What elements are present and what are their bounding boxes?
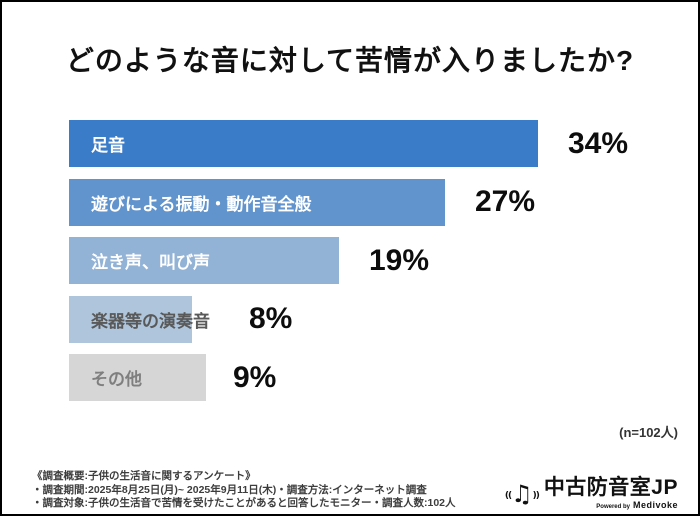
bar-category-label: 泣き声、叫び声: [91, 253, 210, 272]
survey-notes: 《調査概要:子供の生活音に関するアンケート》 ・調査期間:2025年8月25日(…: [32, 470, 456, 511]
bar: 遊びによる振動・動作音全般: [69, 178, 445, 226]
bar-row: その他 9%: [69, 354, 276, 401]
bar: 泣き声、叫び声: [69, 237, 339, 284]
bar: 足音: [69, 120, 538, 167]
bar-value-label: 9%: [233, 360, 277, 394]
sample-size-note: (n=102人): [619, 425, 678, 440]
brand-logo: ((♫)) 中古防音室JP Powered by Medivoke: [505, 477, 678, 510]
powered-by-line: Powered by Medivoke: [596, 500, 678, 510]
bar-category-label: その他: [91, 370, 142, 389]
music-note-icon: ((♫)): [504, 479, 540, 508]
bar-row: 足音 34%: [69, 120, 628, 167]
survey-note-overview: 《調査概要:子供の生活音に関するアンケート》: [32, 470, 256, 482]
bar-value-label: 34%: [568, 126, 629, 160]
brand-logo-text: 中古防音室JP Powered by Medivoke: [544, 477, 678, 510]
powered-by-label: Powered by: [596, 504, 630, 510]
bar-row: 楽器等の演奏音 8%: [69, 295, 293, 343]
bar-value-label: 27%: [475, 185, 536, 218]
bar: 楽器等の演奏音: [69, 295, 210, 343]
chart-title: どのような音に対して苦情が入りましたか?: [65, 44, 635, 76]
bar-chart: 足音 34% 遊びによる振動・動作音全般 27% 泣き声、叫び声 19% 楽器等の演奏音 8%…: [69, 120, 698, 412]
brand-name: 中古防音室JP: [543, 476, 678, 499]
bar-category-label: 足音: [91, 136, 125, 155]
bar: その他: [69, 354, 206, 401]
bar-row: 泣き声、叫び声 19%: [69, 237, 429, 284]
bar-value-label: 19%: [369, 243, 430, 277]
survey-note-target-count: ・調査対象:子供の生活音で苦情を受けたことがあると回答したモニター・調査人数:1…: [32, 497, 456, 509]
bar-row: 遊びによる振動・動作音全般 27%: [69, 178, 536, 226]
powered-by-brand: Medivoke: [632, 500, 678, 510]
survey-note-period-method: ・調査期間:2025年8月25日(月)~ 2025年9月11日(木)・調査方法:…: [32, 483, 427, 496]
bar-value-label: 8%: [249, 302, 293, 335]
bar-category-label: 楽器等の演奏音: [91, 311, 210, 331]
bar-category-label: 遊びによる振動・動作音全般: [91, 194, 312, 214]
